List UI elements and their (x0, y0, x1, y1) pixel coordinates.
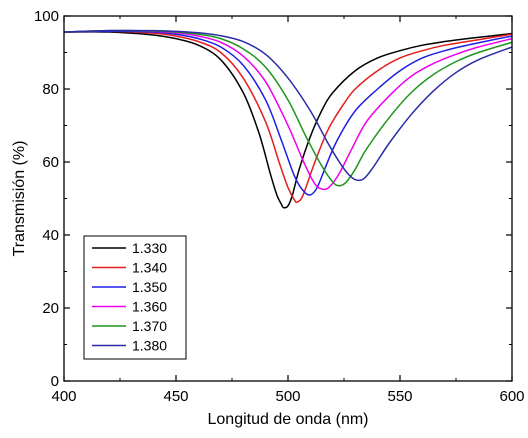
series-line-4 (63, 29, 513, 187)
y-tick-label: 100 (34, 8, 59, 25)
y-axis-label: Transmisión (%) (11, 141, 28, 257)
y-tick-label: 60 (42, 154, 59, 171)
legend-label-5: 1.380 (132, 338, 167, 354)
legend-label-3: 1.360 (132, 299, 167, 315)
series-line-1 (63, 30, 513, 204)
y-tick-label: 40 (42, 227, 59, 244)
x-tick-label: 450 (163, 388, 188, 405)
series-line-0 (63, 31, 513, 209)
y-tick-label: 80 (42, 81, 59, 98)
legend-label-2: 1.350 (132, 279, 167, 295)
series-line-3 (63, 29, 513, 191)
x-tick-label: 600 (499, 388, 524, 405)
legend-box (83, 235, 187, 360)
legend: 1.330 1.340 1.350 1.360 1.370 1.380 (83, 235, 187, 360)
x-tick-label: 550 (387, 388, 412, 405)
legend-label-4: 1.370 (132, 318, 167, 334)
x-tick-label: 400 (51, 388, 76, 405)
y-tick-label: 0 (51, 373, 59, 390)
y-tick-label: 20 (42, 300, 59, 317)
axis-ticks: 400 450 500 550 600 0 20 40 60 80 100 (34, 8, 525, 405)
legend-label-1: 1.340 (132, 260, 167, 276)
x-axis-label: Longitud de onda (nm) (208, 411, 369, 428)
series-line-2 (63, 30, 513, 196)
series-line-5 (63, 29, 513, 182)
legend-label-0: 1.330 (132, 240, 167, 256)
x-tick-label: 500 (275, 388, 300, 405)
series-layer (63, 29, 513, 209)
